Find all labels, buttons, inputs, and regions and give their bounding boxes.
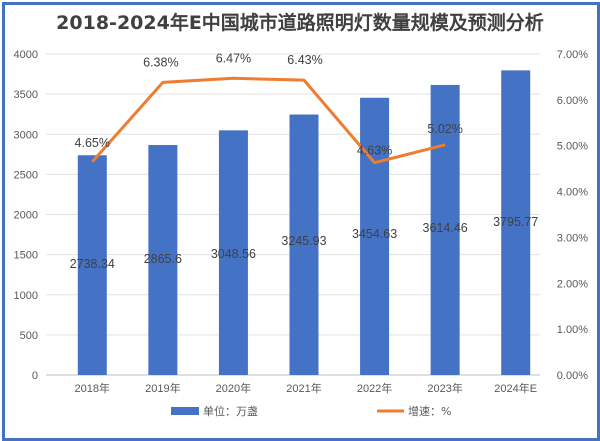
- y-right-tick-label: 1.00%: [557, 324, 588, 336]
- y-axis-left: 0 500 1000 1500 2000 2500 3000 3500 4000: [14, 49, 38, 382]
- bar-value-label: 3048.56: [211, 247, 256, 261]
- legend-bar-swatch: [171, 407, 199, 415]
- bar-data-labels: 2738.34 2865.6 3048.56 3245.93 3454.63 3614.4…: [70, 215, 539, 271]
- y-left-tick-label: 500: [20, 330, 38, 342]
- line-value-label: 5.02%: [427, 122, 462, 136]
- line-value-label: 4.65%: [75, 136, 110, 150]
- x-tick-label: 2021年: [286, 381, 321, 395]
- bar-value-label: 2865.6: [144, 252, 182, 266]
- y-right-tick-label: 5.00%: [557, 141, 588, 153]
- y-right-tick-label: 0.00%: [557, 370, 588, 382]
- y-right-tick-label: 6.00%: [557, 95, 588, 107]
- y-left-tick-label: 1500: [14, 250, 38, 262]
- bar: [77, 155, 107, 375]
- legend: 单位：万盏 增速：%: [171, 404, 451, 418]
- y-left-tick-label: 2500: [14, 169, 38, 181]
- line-value-label: 6.38%: [143, 55, 178, 69]
- x-tick-label: 2018年: [75, 381, 110, 395]
- bar: [289, 114, 319, 376]
- y-left-tick-label: 3000: [14, 129, 38, 141]
- bar: [430, 84, 460, 376]
- y-left-tick-label: 1000: [14, 290, 38, 302]
- bar-value-label: 3614.46: [423, 221, 468, 235]
- chart-title: 2018-2024年E中国城市道路照明灯数量规模及预测分析: [56, 12, 544, 34]
- bar-series: [77, 70, 531, 376]
- x-axis: 2018年 2019年 2020年 2021年 2022年 2023年 2024年E: [75, 381, 538, 395]
- bar: [148, 145, 178, 375]
- bar-value-label: 2738.34: [70, 257, 115, 271]
- bar-value-label: 3454.63: [352, 227, 397, 241]
- x-tick-label: 2022年: [357, 381, 392, 395]
- y-left-tick-label: 3500: [14, 89, 38, 101]
- line-data-labels: 4.65% 6.38% 6.47% 6.43% 4.63% 5.02%: [75, 51, 463, 157]
- y-right-tick-label: 2.00%: [557, 278, 588, 290]
- y-left-tick-label: 2000: [14, 210, 38, 222]
- y-right-tick-label: 7.00%: [557, 49, 588, 61]
- x-tick-label: 2019年: [145, 381, 180, 395]
- bar: [360, 97, 390, 376]
- y-left-tick-label: 4000: [14, 49, 38, 61]
- legend-line-label: 增速：%: [408, 404, 451, 418]
- y-left-tick-label: 0: [32, 370, 38, 382]
- bar-value-label: 3245.93: [281, 234, 326, 248]
- growth-line: [91, 76, 446, 165]
- x-tick-label: 2020年: [216, 381, 251, 395]
- y-right-tick-label: 4.00%: [557, 187, 588, 199]
- bar-value-label: 3795.77: [493, 215, 538, 229]
- x-tick-label: 2023年: [427, 381, 462, 395]
- legend-bar-label: 单位：万盏: [203, 404, 258, 418]
- bar: [501, 70, 531, 375]
- line-series: [91, 76, 446, 165]
- line-value-label: 4.63%: [357, 144, 392, 158]
- y-right-tick-label: 3.00%: [557, 232, 588, 244]
- x-tick-label: 2024年E: [494, 381, 537, 395]
- line-value-label: 6.43%: [287, 53, 322, 67]
- bar: [218, 130, 248, 375]
- y-axis-right: 0.00% 1.00% 2.00% 3.00% 4.00% 5.00% 6.00% 7.00%: [557, 49, 588, 382]
- line-value-label: 6.47%: [216, 51, 251, 65]
